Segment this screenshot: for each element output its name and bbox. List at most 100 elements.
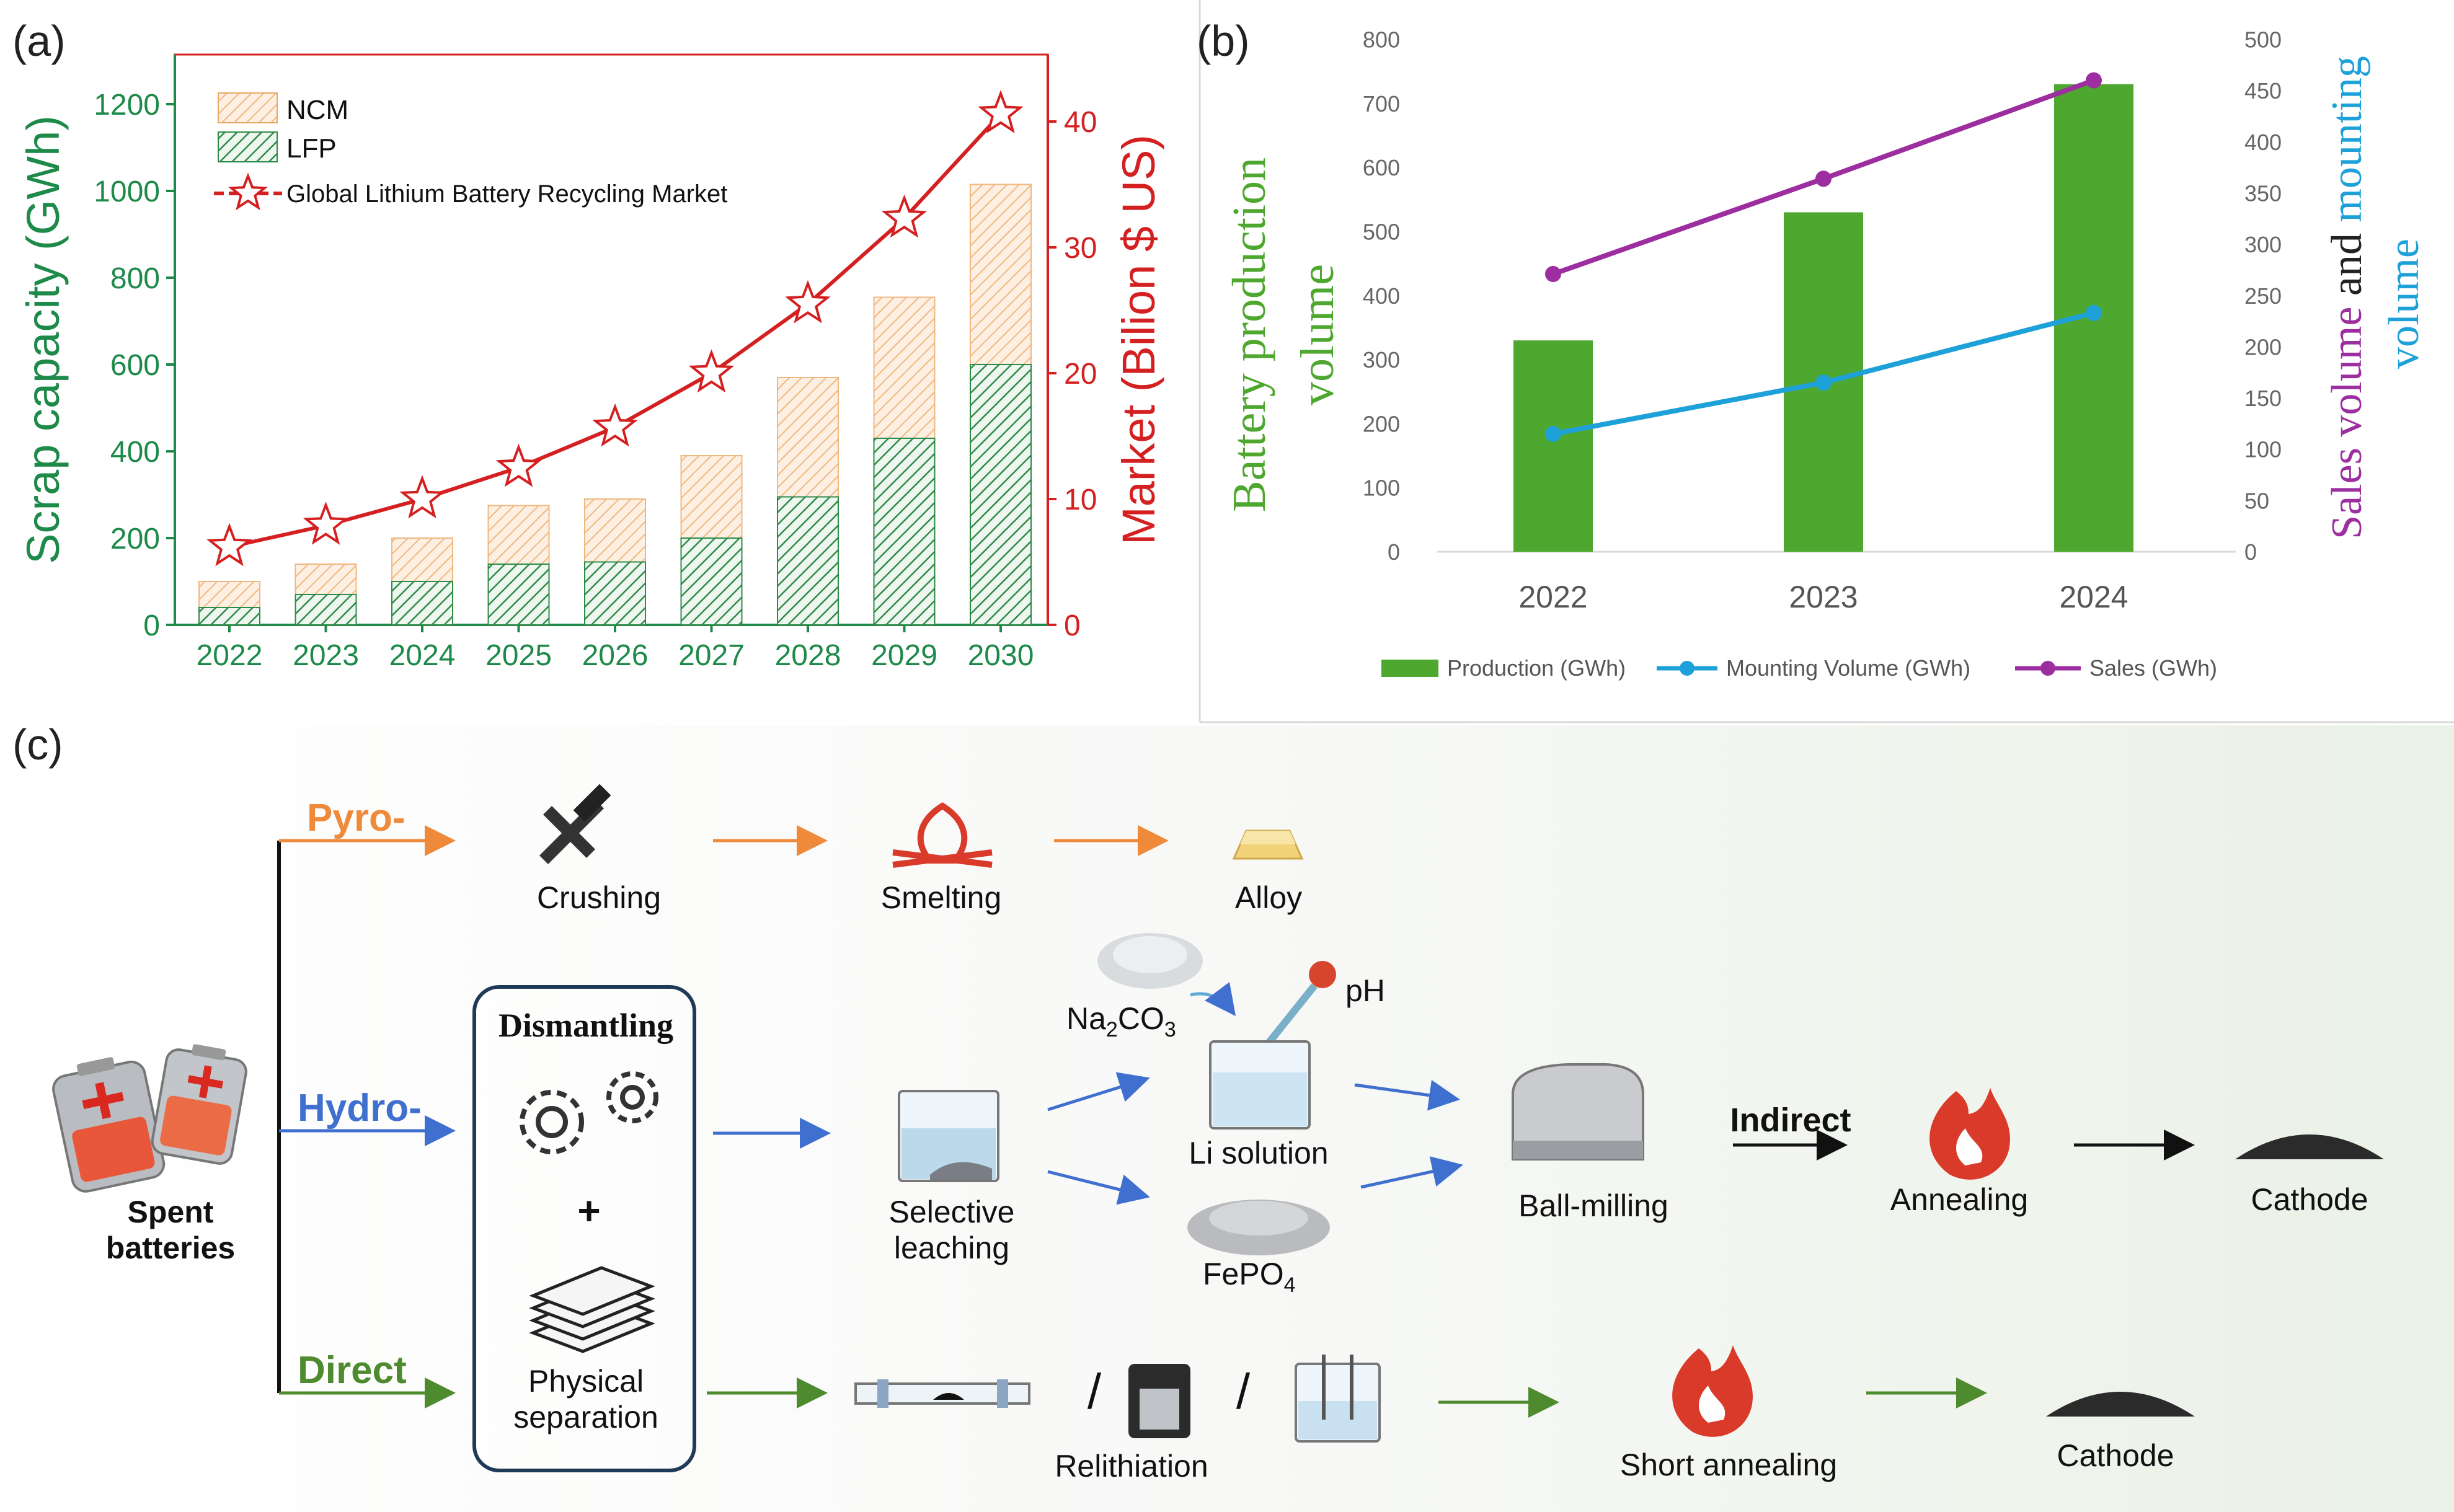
panel-label-a: (a)	[12, 17, 66, 65]
spent-batteries-line2: batteries	[106, 1231, 235, 1265]
na2co3-arrow	[1190, 982, 1236, 1016]
legend-marker-mounting	[1680, 661, 1694, 676]
y2-tick-label-b: 50	[2244, 488, 2269, 513]
hydro-arrow-2	[1354, 1080, 1460, 1111]
bar-lfp	[487, 564, 550, 626]
legend-label-ncm: NCM	[286, 95, 348, 125]
legend-label-mounting: Mounting Volume (GWh)	[1726, 655, 1970, 681]
y2-title-sales: Sales volume	[2323, 307, 2371, 539]
relithiation-label: Relithiation	[1055, 1449, 1208, 1483]
powder-icon	[1097, 933, 1203, 989]
x-tick-label-a: 2022	[197, 639, 263, 672]
tube-reactor-icon	[854, 1379, 1030, 1408]
bar-ncm	[777, 377, 839, 498]
x-tick-label-a: 2024	[389, 639, 456, 672]
y2-tick-label-b: 400	[2244, 130, 2282, 155]
bar-production	[1513, 340, 1593, 552]
bar-ncm	[198, 581, 260, 608]
crushing-icon	[539, 784, 611, 864]
mounting-point	[1545, 425, 1561, 442]
route-hydro-label: Hydro-	[298, 1087, 422, 1130]
y2-title-and: and	[2323, 223, 2371, 307]
market-point	[785, 280, 831, 324]
y-tick-label-a: 1000	[94, 175, 160, 208]
y2-tick-label-a: 0	[1064, 609, 1081, 642]
alloy-icon	[1232, 829, 1304, 860]
market-point	[688, 349, 735, 393]
legend-marker-sales	[2040, 661, 2055, 676]
bar-lfp	[970, 364, 1032, 626]
ball-mill-icon	[1512, 1063, 1644, 1161]
beaker-li-icon	[1209, 1040, 1311, 1130]
beaker-leaching-icon	[898, 1090, 999, 1182]
y-tick-label-a: 800	[110, 262, 160, 295]
y-tick-label-b: 800	[1363, 27, 1400, 53]
bar-ncm	[970, 183, 1032, 365]
panel-label-c: (c)	[12, 720, 63, 769]
market-point	[592, 403, 638, 447]
y2-tick-label-b: 0	[2244, 539, 2257, 565]
mounting-point	[1815, 374, 1832, 391]
y-tick-label-b: 200	[1363, 411, 1400, 436]
y2-axis-title-b-line2: volume	[2380, 239, 2428, 369]
legend-star-icon	[228, 172, 268, 211]
sales-point	[1545, 266, 1561, 283]
fepo4-label: FePO4	[1203, 1257, 1296, 1297]
market-point	[495, 443, 542, 487]
bar-lfp	[198, 607, 260, 626]
physical-separation-line1: Physical	[528, 1364, 644, 1399]
alloy-label: Alloy	[1235, 880, 1302, 915]
y2-axis-title-b-line1: Sales volume and mounting	[2323, 56, 2371, 539]
y2-tick-label-b: 100	[2244, 437, 2282, 462]
y-tick-label-b: 0	[1388, 539, 1400, 565]
flame-icon	[1929, 1088, 2011, 1180]
crushing-label: Crushing	[537, 880, 661, 915]
y2-tick-label-b: 500	[2244, 27, 2282, 53]
y2-tick-label-a: 20	[1064, 358, 1097, 391]
ball-milling-label: Ball-milling	[1518, 1188, 1668, 1223]
sales-point	[1815, 170, 1832, 187]
battery-icon	[52, 1044, 247, 1193]
y2-tick-label-b: 250	[2244, 283, 2282, 309]
legend-label-sales: Sales (GWh)	[2089, 655, 2217, 681]
bar-lfp	[295, 594, 357, 626]
spent-batteries-line1: Spent	[128, 1195, 214, 1229]
dismantling-title: Dismantling	[498, 1007, 673, 1044]
y2-tick-label-a: 30	[1064, 232, 1097, 265]
legend-swatch-production	[1381, 660, 1438, 677]
panel-label-b: (b)	[1197, 17, 1250, 65]
gears-icon	[520, 1071, 658, 1154]
sales-point	[2086, 72, 2102, 89]
y-axis-title-b-line1: Battery production	[1223, 157, 1275, 512]
ph-label: pH	[1345, 973, 1385, 1008]
y-tick-label-b: 500	[1363, 219, 1400, 245]
y2-tick-label-a: 40	[1064, 106, 1097, 139]
bar-lfp	[777, 496, 839, 626]
mounting-point	[2086, 304, 2102, 321]
y-tick-label-b: 700	[1363, 91, 1400, 117]
y-tick-label-b: 300	[1363, 347, 1400, 373]
bar-ncm	[584, 498, 646, 563]
route-direct-label: Direct	[298, 1349, 407, 1392]
physical-separation-line2: separation	[513, 1400, 658, 1435]
legend-label-market: Global Lithium Battery Recycling Market	[286, 180, 727, 208]
legend-label-production: Production (GWh)	[1447, 655, 1626, 681]
cathode-powder-icon	[2235, 1134, 2384, 1159]
x-tick-label-b: 2024	[2059, 580, 2128, 614]
x-tick-label-a: 2023	[293, 639, 359, 672]
y-tick-label-a: 0	[143, 609, 160, 642]
indirect-label: Indirect	[1730, 1102, 1851, 1139]
slash-2: /	[1236, 1364, 1251, 1419]
route-pyro-label: Pyro-	[307, 797, 405, 839]
fire-icon	[892, 802, 993, 868]
y-axis-title-b-line2: volume	[1291, 264, 1344, 405]
x-tick-label-b: 2022	[1518, 580, 1587, 614]
x-tick-label-a: 2030	[968, 639, 1034, 672]
selective-leaching-line1: Selective	[889, 1195, 1015, 1229]
x-tick-label-a: 2029	[871, 639, 937, 672]
cathode-label-hydro: Cathode	[2251, 1182, 2368, 1217]
legend-label-lfp: LFP	[286, 133, 337, 164]
market-point	[399, 475, 445, 519]
cathode-powder-icon-direct	[2046, 1392, 2195, 1417]
y2-tick-label-b: 300	[2244, 232, 2282, 257]
